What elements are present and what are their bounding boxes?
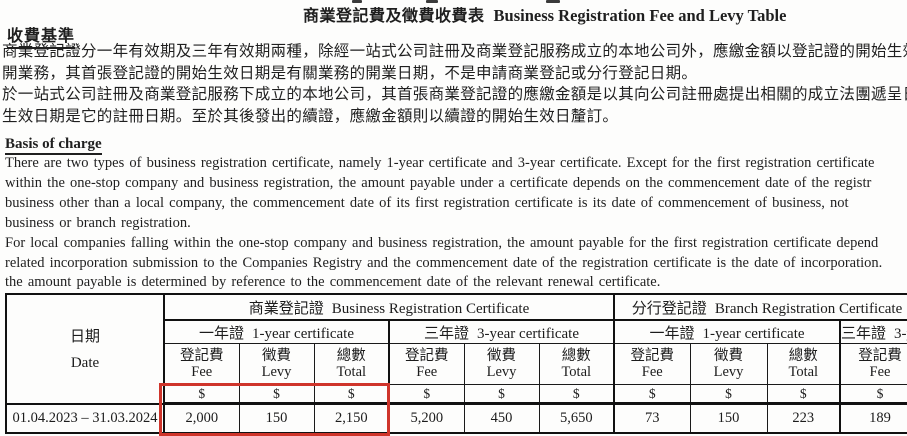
paragraph-line: 生效日期是它的註冊日期。至於其後發出的續證，應繳金額則以續證的開始生效日釐訂。 bbox=[2, 107, 619, 125]
currency-cell: $ bbox=[766, 384, 842, 405]
period-cell: 01.04.2023 – 31.03.2024 bbox=[5, 403, 165, 434]
col-header-fee: 登記費 Fee bbox=[163, 343, 240, 385]
group-header-branch-registration-certificate: 分行登記證 Branch Registration Certificate bbox=[613, 293, 907, 321]
currency-cell: $ bbox=[613, 384, 691, 405]
clipped-previous-line-mark bbox=[352, 0, 362, 3]
paragraph-line: There are two types of business registra… bbox=[5, 155, 875, 171]
col-header-levy: 徵費 Levy bbox=[463, 343, 540, 385]
date-header-en: Date bbox=[70, 355, 100, 372]
value-cell-brc-3yr-total: 5,650 bbox=[538, 403, 616, 434]
currency-cell: $ bbox=[463, 384, 540, 405]
value-cell-branch-1yr-fee: 73 bbox=[613, 403, 691, 434]
paragraph-line: business or branch registration. bbox=[5, 214, 191, 231]
value-cell-brc-3yr-fee: 5,200 bbox=[388, 403, 465, 434]
heading-basis-of-charge-en: Basis of charge bbox=[5, 136, 102, 155]
fee-table: 日期 Date 商業登記證 Business Registration Certi… bbox=[5, 293, 907, 434]
paragraph-line: within the one-stop company and business… bbox=[5, 174, 872, 191]
value-cell-brc-3yr-levy: 450 bbox=[463, 403, 540, 434]
value-cell-brc-1yr-total: 2,150 bbox=[313, 403, 390, 434]
paragraph-line: related incorporation submission to the … bbox=[5, 254, 883, 271]
paragraph-line: For local companies falling within the o… bbox=[5, 234, 879, 251]
currency-cell: $ bbox=[238, 384, 315, 405]
group1-en: Business Registration Certificate bbox=[331, 300, 530, 317]
fee-table-container: 日期 Date 商業登記證 Business Registration Certi… bbox=[5, 293, 907, 436]
group2-en: Branch Registration Certificate bbox=[714, 300, 903, 317]
page-title: 商業登記費及徵費收費表 Business Registration Fee and… bbox=[303, 2, 786, 26]
currency-cell: $ bbox=[388, 384, 465, 405]
subgroup-3-year-certificate: 三年證 3-year certificate bbox=[388, 319, 616, 344]
col-header-total: 總數 Total bbox=[538, 343, 616, 385]
date-column-header: 日期 Date bbox=[5, 293, 165, 405]
chinese-paragraphs: 商業登記證分一年有效期及三年有效期兩種，除經一站式公司註冊及商業登記服務成立的本… bbox=[2, 41, 907, 127]
value-cell-branch-1yr-levy: 150 bbox=[689, 403, 768, 434]
paragraph-line: business other than a local company, the… bbox=[5, 194, 849, 211]
col-header-levy: 徵費 Levy bbox=[238, 343, 315, 385]
currency-cell: $ bbox=[163, 384, 240, 405]
value-cell-branch-3yr-fee: 189 bbox=[839, 403, 907, 434]
paragraph-line: 商業登記證分一年有效期及三年有效期兩種，除經一站式公司註冊及商業登記服務成立的本… bbox=[2, 43, 907, 60]
group1-zh: 商業登記證 bbox=[248, 300, 324, 317]
heading-basis-of-charge-zh: 收費基準 bbox=[7, 22, 76, 49]
col-header-total: 總數 Total bbox=[313, 343, 390, 385]
currency-cell: $ bbox=[689, 384, 768, 405]
date-header-zh: 日期 bbox=[69, 329, 100, 346]
paragraph-line: 於一站式公司註冊及商業登記服務下成立的本地公司，其首張商業登記證的應繳金額是以其… bbox=[2, 86, 907, 103]
paragraph-line: the amount payable is determined by refe… bbox=[5, 274, 661, 291]
currency-cell: $ bbox=[313, 384, 390, 405]
col-header-fee: 登記費 Fee bbox=[839, 343, 907, 385]
clipped-previous-line-mark bbox=[426, 0, 438, 3]
col-header-fee: 登記費 Fee bbox=[388, 343, 465, 385]
col-header-total: 總數 Total bbox=[766, 343, 842, 385]
group-header-business-registration-certificate: 商業登記證 Business Registration Certificate bbox=[163, 293, 616, 321]
subgroup-branch-1-year-certificate: 一年證 1-year certificate bbox=[613, 319, 842, 344]
value-cell-brc-1yr-fee: 2,000 bbox=[163, 403, 240, 434]
col-header-fee: 登記費 Fee bbox=[613, 343, 691, 385]
currency-cell: $ bbox=[839, 384, 907, 405]
paragraph-line: 開業務，其首張登記證的開始生效日期是有關業務的開業日期，不是申請商業登記或分行登… bbox=[2, 64, 698, 82]
clipped-previous-line-mark bbox=[546, 0, 560, 3]
currency-cell: $ bbox=[538, 384, 616, 405]
subgroup-1-year-certificate: 一年證 1-year certificate bbox=[163, 319, 390, 344]
english-paragraphs: There are two types of business registra… bbox=[5, 154, 882, 293]
group2-zh: 分行登記證 bbox=[631, 300, 707, 317]
value-cell-branch-1yr-total: 223 bbox=[766, 403, 842, 434]
col-header-levy: 徵費 Levy bbox=[689, 343, 768, 385]
page-title-en: Business Registration Fee and Levy Table bbox=[493, 6, 787, 25]
value-cell-brc-1yr-levy: 150 bbox=[238, 403, 315, 434]
page-title-zh: 商業登記費及徵費收費表 bbox=[303, 8, 485, 25]
